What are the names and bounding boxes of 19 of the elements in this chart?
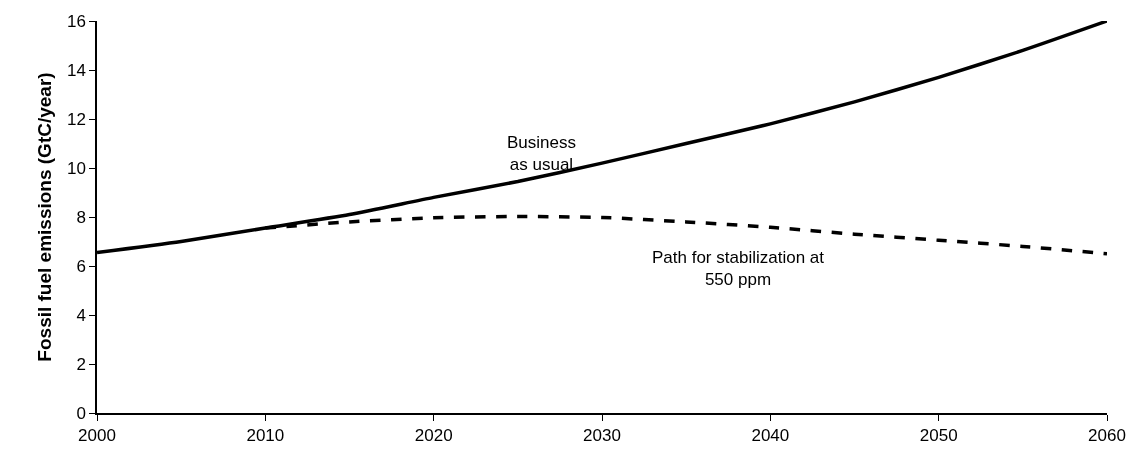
y-tick-label: 6 [76,256,86,276]
y-tick-label: 12 [66,109,86,129]
y-tick-label: 10 [66,158,86,178]
y-tick-label: 14 [66,60,86,80]
y-tick-label: 0 [76,403,86,423]
y-tick-label: 4 [76,305,86,325]
y-tick-label: 16 [66,11,86,31]
y-axis-title: Fossil fuel emissions (GtC/year) [34,72,56,362]
x-tick-label: 2050 [919,426,958,446]
y-tick-label: 8 [76,207,86,227]
x-tick-label: 2030 [583,426,621,446]
x-tick-label: 2040 [751,426,790,446]
x-tick-label: 2060 [1088,426,1126,446]
x-tick-label: 2000 [78,426,116,446]
x-tick-label: 2010 [246,426,285,446]
x-tick-label: 2020 [414,426,453,446]
annotation: Path for stabilization at 550 ppm [652,248,825,290]
annotation: Business as usual [507,133,576,175]
y-tick-label: 2 [76,354,86,374]
